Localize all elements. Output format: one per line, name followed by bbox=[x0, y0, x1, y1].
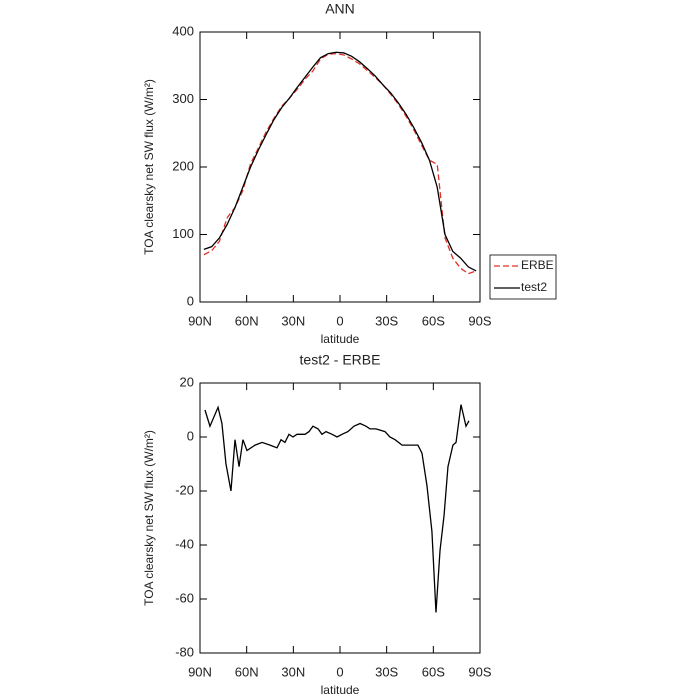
y-tick-label: -80 bbox=[175, 644, 194, 659]
y-tick-label: 0 bbox=[187, 428, 194, 443]
y-tick-label: 0 bbox=[187, 293, 194, 308]
x-tick-label: 90S bbox=[468, 313, 491, 328]
x-tick-label: 60N bbox=[235, 313, 259, 328]
x-tick-label: 60N bbox=[235, 664, 259, 679]
x-tick-label: 0 bbox=[336, 313, 343, 328]
y-tick-label: -40 bbox=[175, 536, 194, 551]
x-tick-label: 60S bbox=[422, 313, 445, 328]
x-tick-label: 60S bbox=[422, 664, 445, 679]
x-axis-label: latitude bbox=[321, 332, 360, 346]
x-tick-label: 30N bbox=[281, 313, 305, 328]
x-tick-label: 30S bbox=[375, 313, 398, 328]
plot-frame bbox=[199, 382, 481, 654]
x-tick-label: 30N bbox=[281, 664, 305, 679]
legend-label: test2 bbox=[521, 280, 547, 294]
line-series bbox=[204, 404, 470, 613]
y-tick-label: 200 bbox=[172, 158, 194, 173]
line-series bbox=[203, 52, 477, 275]
x-tick-label: 90S bbox=[468, 664, 491, 679]
y-tick-label: 100 bbox=[172, 226, 194, 241]
x-axis-label: latitude bbox=[321, 683, 360, 697]
legend-label: ERBE bbox=[521, 258, 554, 272]
chart-title: test2 - ERBE bbox=[300, 352, 381, 368]
y-tick-label: 20 bbox=[180, 374, 194, 389]
chart-title: ANN bbox=[325, 1, 355, 17]
y-tick-label: 400 bbox=[172, 23, 194, 38]
x-tick-label: 0 bbox=[336, 664, 343, 679]
y-axis-label: TOA clearsky net SW flux (W/m²) bbox=[142, 430, 156, 606]
y-tick-label: -20 bbox=[175, 482, 194, 497]
y-tick-label: -60 bbox=[175, 590, 194, 605]
x-tick-label: 90N bbox=[188, 313, 212, 328]
x-tick-label: 30S bbox=[375, 664, 398, 679]
legend-box bbox=[489, 254, 557, 300]
y-tick-label: 300 bbox=[172, 91, 194, 106]
y-axis-label: TOA clearsky net SW flux (W/m²) bbox=[142, 79, 156, 255]
line-series bbox=[203, 51, 477, 272]
x-tick-label: 90N bbox=[188, 664, 212, 679]
